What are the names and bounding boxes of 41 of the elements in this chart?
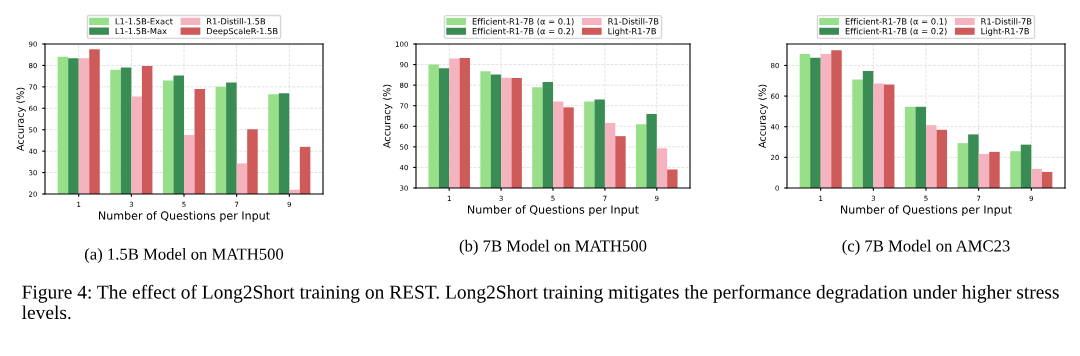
bar: [852, 79, 863, 188]
x-axis-title: Number of Questions per Input: [468, 205, 639, 216]
y-axis-title: Accuracy (%): [382, 84, 393, 149]
legend-label: Efficient-R1-7B (α = 0.2): [472, 27, 574, 36]
legend-label: Light-R1-7B: [981, 27, 1029, 36]
legend-label: L1-1.5B-Max: [115, 28, 167, 35]
legend-label: R1-Distill-1.5B: [207, 18, 266, 25]
legend-label: Light-R1-7B: [608, 27, 656, 36]
text: (a) 1.5B Model on MATH500: [84, 248, 284, 264]
bar: [957, 143, 969, 188]
bar: [820, 53, 832, 188]
legend-label: R1-Distill-7B: [608, 18, 659, 25]
caption: Figure 4: The effect of Long2Short training on REST. Long2Short training mitigates the performance degradation under higher stress levels.: [21, 284, 1059, 320]
bar: [926, 125, 937, 188]
x-axis-title: Number of Questions per Input: [841, 205, 1012, 216]
bar: [862, 71, 874, 188]
bar: [989, 151, 1000, 188]
bar: [831, 50, 842, 188]
bar: [968, 134, 979, 188]
bar: [810, 57, 821, 188]
bar: [1010, 151, 1021, 188]
bar: [873, 83, 884, 188]
text: (b) 7B Model on MATH500: [459, 239, 647, 255]
bar: [978, 153, 990, 188]
bar: [904, 106, 916, 188]
text: (c) 7B Model on AMC23: [842, 239, 1010, 255]
legend-label: Efficient-R1-7B (α = 0.2): [845, 27, 947, 36]
legend-label: DeepScaleR-1.5B: [207, 27, 278, 36]
legend-label: L1-1.5B-Exact: [115, 18, 173, 25]
legend-label: R1-Distill-7B: [981, 18, 1032, 25]
bar: [1020, 144, 1032, 188]
y-axis-title: Accuracy (%): [758, 84, 768, 149]
bar: [936, 129, 948, 188]
x-axis-title: Number of Questions per Input: [99, 211, 270, 222]
bar: [1031, 168, 1042, 188]
bar: [915, 106, 926, 188]
y-axis-title: Accuracy (%): [16, 87, 26, 152]
legend-label: Efficient-R1-7B (α = 0.1): [472, 18, 574, 26]
legend-label: Efficient-R1-7B (α = 0.1): [845, 18, 947, 26]
bar: [883, 84, 895, 188]
bar: [799, 53, 811, 188]
